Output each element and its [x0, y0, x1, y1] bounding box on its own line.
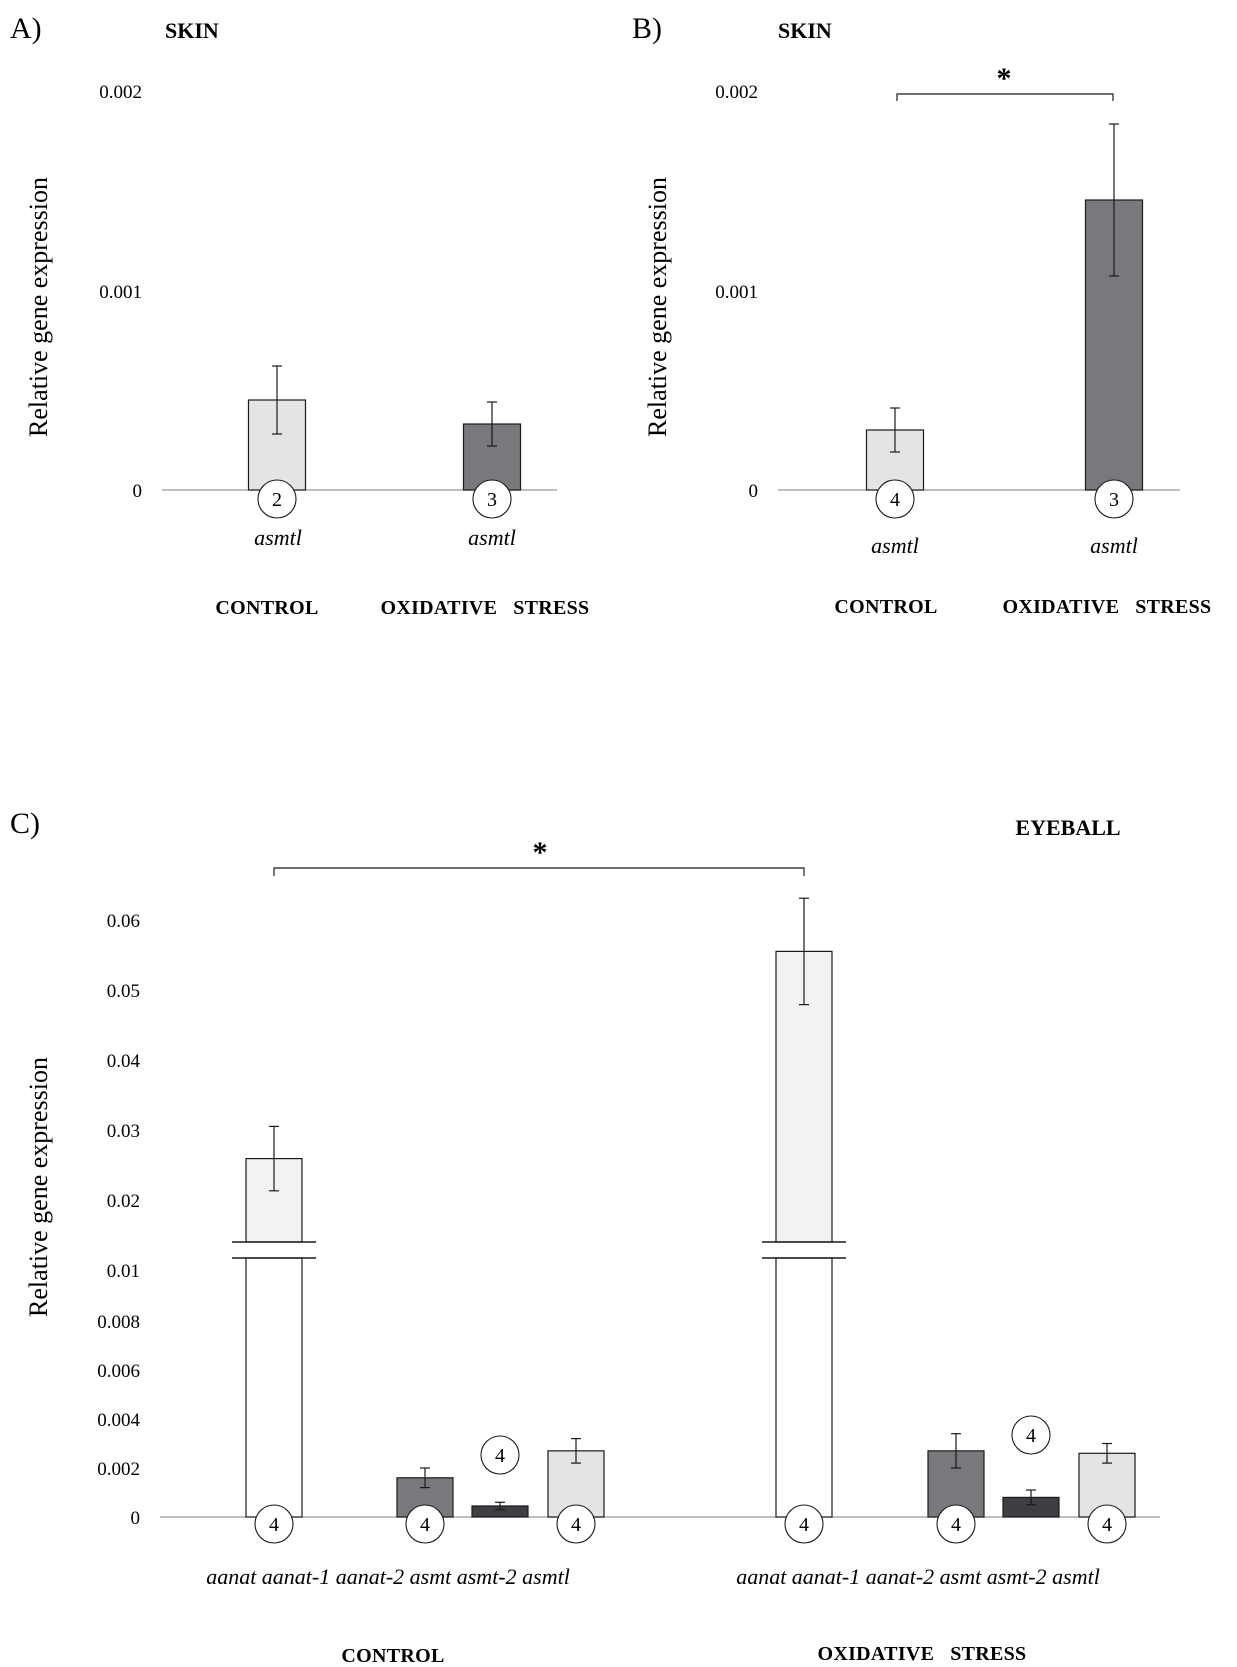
panel-a-category-label: asmtl [468, 525, 516, 550]
n-count-badge-text: 3 [487, 489, 497, 511]
panel-b-category-label: asmtl [871, 533, 919, 558]
panel-c-y-tick: 0.06 [107, 911, 140, 932]
panel-b-y-tick: 0.002 [715, 82, 758, 103]
panel-b-title: SKIN [778, 18, 832, 43]
panel-a-title: SKIN [165, 18, 219, 43]
panel-c-y-tick: 0 [131, 1508, 141, 1529]
panel-c-y-tick: 0.006 [97, 1361, 140, 1382]
n-count-badge-text: 4 [799, 1514, 809, 1536]
panel-a-y-tick: 0 [133, 481, 143, 502]
panel-c-bars: 4 4 4 4 4 4 4 4 [232, 897, 1136, 1544]
panel-c-y-tick: 0.01 [107, 1261, 140, 1282]
panel-c-significance-bracket [273, 867, 805, 876]
panel-c-label: C) [10, 807, 40, 840]
panel-c: C) EYEBALL Relative gene expression 0.06… [10, 807, 1160, 1667]
panel-c-y-tick: 0.002 [97, 1459, 140, 1480]
panel-c-y-axis-label: Relative gene expression [24, 1057, 53, 1317]
panel-b-category-label: asmtl [1090, 533, 1138, 558]
n-count-badge-text: 4 [890, 489, 900, 511]
panel-b-significance-bracket [896, 93, 1114, 101]
n-count-badge [1087, 1504, 1127, 1544]
panel-b-y-tick: 0.001 [715, 282, 758, 303]
panel-a-category-label: asmtl [254, 525, 302, 550]
panel-c-category-labels: aanat aanat-1 aanat-2 asmt asmt-2 asmtl [736, 1564, 1100, 1589]
panel-a: A) SKIN Relative gene expression 0.002 0… [10, 12, 589, 619]
n-count-badge [257, 479, 297, 519]
n-count-badge-text: 4 [269, 1514, 279, 1536]
panel-c-title: EYEBALL [1015, 815, 1120, 840]
n-count-badge [556, 1504, 596, 1544]
panel-c-significance-star: * [533, 836, 548, 869]
panel-c-group-label: CONTROL [341, 1645, 444, 1667]
bar-lower-section [245, 1257, 303, 1518]
n-count-badge [1094, 479, 1134, 519]
n-count-badge [254, 1504, 294, 1544]
n-count-badge-text: 4 [420, 1514, 430, 1536]
panel-b-y-axis-label: Relative gene expression [643, 177, 672, 437]
n-count-badge-text: 3 [1109, 489, 1119, 511]
panel-c-group-label: OXIDATIVE STRESS [818, 1643, 1027, 1665]
n-count-badge [1011, 1415, 1051, 1455]
bar [1084, 199, 1144, 491]
panel-c-y-tick: 0.05 [107, 981, 140, 1002]
n-count-badge-text: 4 [951, 1514, 961, 1536]
n-count-badge-text: 4 [495, 1445, 505, 1467]
panel-a-y-tick: 0.001 [99, 282, 142, 303]
n-count-badge-text: 4 [571, 1514, 581, 1536]
panel-c-y-tick: 0.02 [107, 1191, 140, 1212]
panel-c-category-labels: aanat aanat-1 aanat-2 asmt asmt-2 asmtl [206, 1564, 570, 1589]
bar-lower-section [775, 1257, 833, 1518]
panel-b-label: B) [632, 12, 662, 45]
panel-c-y-tick: 0.008 [97, 1312, 140, 1333]
n-count-badge [472, 479, 512, 519]
panel-b-group-label: OXIDATIVE STRESS [1003, 596, 1212, 618]
n-count-badge-text: 4 [1102, 1514, 1112, 1536]
n-count-badge [936, 1504, 976, 1544]
panel-a-y-tick: 0.002 [99, 82, 142, 103]
panel-b-significance-star: * [997, 62, 1012, 95]
panel-a-group-label: OXIDATIVE STRESS [381, 597, 590, 619]
panel-a-y-axis-label: Relative gene expression [24, 177, 53, 437]
n-count-badge [784, 1504, 824, 1544]
panel-a-label: A) [10, 12, 42, 45]
bar-upper-section [775, 950, 833, 1243]
n-count-badge [875, 479, 915, 519]
n-count-badge-text: 2 [272, 489, 282, 511]
panel-c-y-tick: 0.04 [107, 1051, 141, 1072]
panel-b-group-label: CONTROL [834, 596, 937, 618]
panel-c-y-tick: 0.03 [107, 1121, 140, 1142]
panel-b: B) SKIN Relative gene expression 0.002 0… [632, 12, 1211, 618]
panel-c-y-tick: 0.004 [97, 1410, 140, 1431]
n-count-badge-text: 4 [1026, 1425, 1036, 1447]
panel-a-group-label: CONTROL [215, 597, 318, 619]
n-count-badge [480, 1435, 520, 1475]
n-count-badge [405, 1504, 445, 1544]
panel-b-y-tick: 0 [749, 481, 759, 502]
